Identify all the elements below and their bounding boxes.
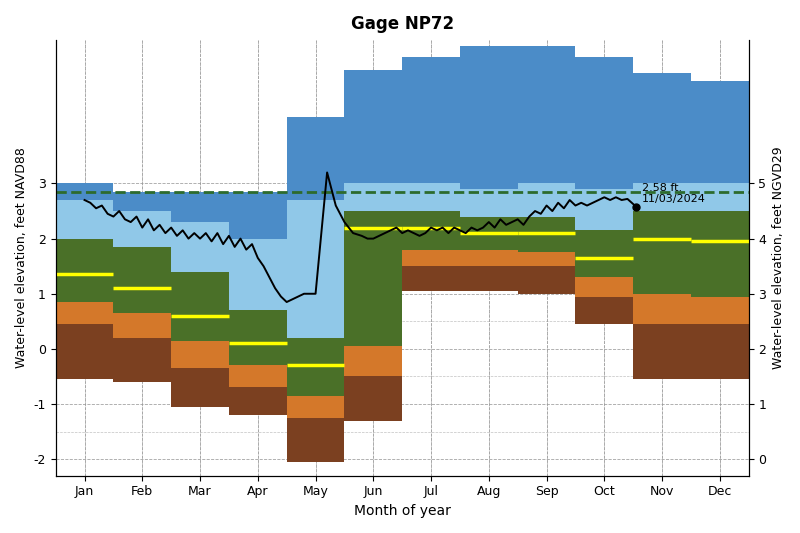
- Bar: [575, 189, 634, 230]
- Bar: [56, 183, 114, 200]
- Bar: [229, 192, 286, 239]
- Bar: [114, 338, 171, 382]
- Bar: [575, 230, 634, 277]
- Bar: [345, 346, 402, 376]
- Bar: [114, 247, 171, 313]
- Bar: [402, 249, 460, 266]
- Bar: [634, 183, 691, 211]
- Bar: [634, 324, 691, 379]
- Bar: [286, 396, 345, 418]
- Y-axis label: Water-level elevation, feet NGVD29: Water-level elevation, feet NGVD29: [772, 147, 785, 369]
- Bar: [460, 249, 518, 266]
- Bar: [518, 266, 575, 294]
- Bar: [56, 324, 114, 379]
- Bar: [518, 183, 575, 216]
- Bar: [286, 338, 345, 396]
- Bar: [634, 294, 691, 324]
- Bar: [56, 200, 114, 239]
- Bar: [634, 211, 691, 294]
- Bar: [171, 368, 229, 407]
- Bar: [691, 82, 749, 183]
- Bar: [114, 192, 171, 211]
- Bar: [171, 272, 229, 341]
- Bar: [518, 253, 575, 266]
- Bar: [575, 56, 634, 189]
- Bar: [460, 216, 518, 249]
- Bar: [171, 341, 229, 368]
- Bar: [518, 46, 575, 183]
- Bar: [345, 70, 402, 183]
- Bar: [345, 376, 402, 421]
- Y-axis label: Water-level elevation, feet NAVD88: Water-level elevation, feet NAVD88: [15, 148, 28, 368]
- Bar: [56, 239, 114, 302]
- Bar: [460, 266, 518, 291]
- Bar: [229, 366, 286, 387]
- Bar: [286, 418, 345, 462]
- Bar: [402, 266, 460, 291]
- X-axis label: Month of year: Month of year: [354, 504, 450, 518]
- Bar: [114, 313, 171, 338]
- Bar: [634, 73, 691, 183]
- Bar: [345, 183, 402, 211]
- Bar: [402, 56, 460, 183]
- Bar: [460, 46, 518, 189]
- Bar: [171, 222, 229, 272]
- Bar: [402, 211, 460, 249]
- Bar: [286, 200, 345, 338]
- Bar: [171, 192, 229, 222]
- Bar: [460, 189, 518, 216]
- Bar: [691, 296, 749, 324]
- Bar: [691, 183, 749, 211]
- Bar: [691, 324, 749, 379]
- Bar: [229, 387, 286, 415]
- Bar: [56, 302, 114, 324]
- Bar: [345, 211, 402, 346]
- Bar: [575, 277, 634, 296]
- Bar: [229, 310, 286, 366]
- Bar: [114, 211, 171, 247]
- Text: 2.58 ft.
11/03/2024: 2.58 ft. 11/03/2024: [642, 183, 706, 205]
- Bar: [575, 296, 634, 324]
- Bar: [286, 117, 345, 200]
- Bar: [229, 239, 286, 310]
- Bar: [402, 183, 460, 211]
- Bar: [691, 211, 749, 296]
- Title: Gage NP72: Gage NP72: [350, 15, 454, 33]
- Bar: [518, 216, 575, 253]
